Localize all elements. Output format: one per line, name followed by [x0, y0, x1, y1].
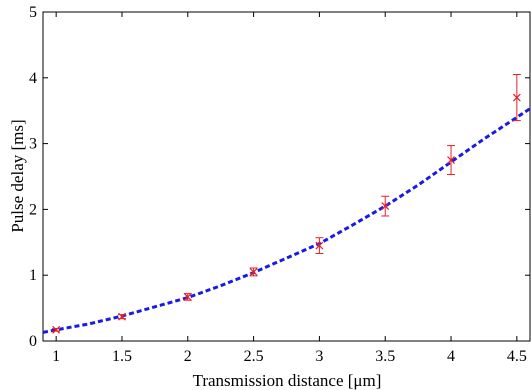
data-point-marker: [447, 156, 455, 164]
fit-series: [42, 107, 531, 334]
data-point-marker: [249, 267, 258, 276]
y-tick-label: 5: [29, 4, 37, 21]
x-tick-label: 2: [184, 348, 192, 365]
y-tick-label: 2: [29, 201, 37, 218]
y-tick-label: 4: [29, 70, 37, 87]
y-tick-label: 1: [29, 267, 37, 284]
measurement-series: [52, 74, 521, 334]
plot-frame: [42, 11, 531, 342]
x-tick-label: 3.5: [375, 348, 395, 365]
x-tick-label: 2.5: [244, 348, 264, 365]
fit-line: [42, 107, 531, 334]
x-tick-label: 4.5: [507, 348, 527, 365]
data-point-marker: [118, 312, 126, 321]
data-point-marker: [512, 93, 521, 102]
x-tick-label: 1.5: [112, 348, 132, 365]
x-tick-label: 4: [447, 348, 455, 365]
y-tick-label: 3: [29, 136, 37, 153]
data-point-marker: [183, 292, 192, 301]
x-tick-label: 3: [315, 348, 323, 365]
x-tick-label: 1: [52, 348, 60, 365]
axes-box: [42, 11, 531, 342]
y-tick-label: 0: [29, 333, 37, 350]
x-axis-title: Transmission distance [μm]: [193, 371, 382, 390]
data-point-marker: [381, 202, 390, 211]
data-point-marker: [315, 241, 324, 250]
axis-ticks: [43, 11, 530, 342]
y-axis-title: Pulse delay [ms]: [8, 119, 27, 232]
data-point-marker: [52, 325, 61, 334]
